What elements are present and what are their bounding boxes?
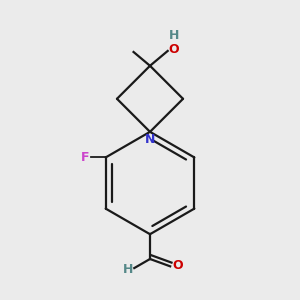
- Text: H: H: [123, 263, 134, 276]
- Text: N: N: [145, 133, 155, 146]
- Text: O: O: [172, 259, 183, 272]
- Text: F: F: [81, 151, 89, 164]
- Text: O: O: [168, 43, 179, 56]
- Text: H: H: [169, 28, 179, 42]
